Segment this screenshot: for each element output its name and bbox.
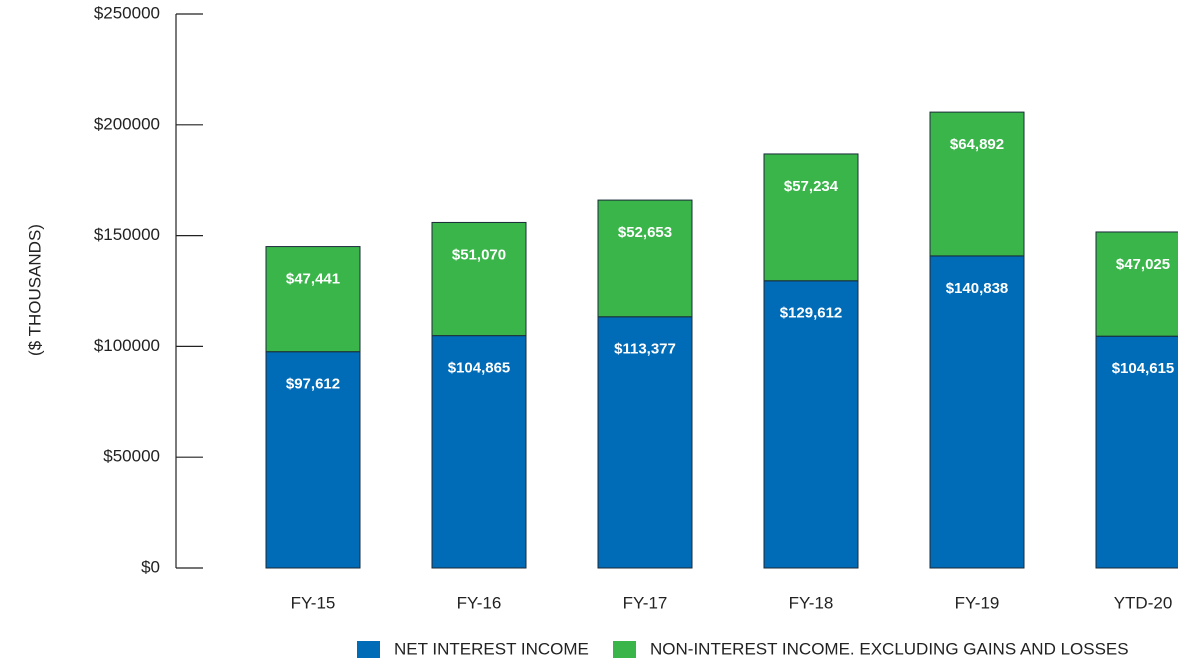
bar-segment — [1095, 335, 1178, 569]
value-label: $51,070 — [452, 246, 506, 263]
y-tick-label: $200000 — [94, 114, 160, 133]
bar-segment — [265, 246, 361, 353]
legend-label: NON-INTEREST INCOME. EXCLUDING GAINS AND… — [650, 639, 1129, 658]
x-tick-label: FY-15 — [291, 593, 336, 612]
value-label: $47,025 — [1116, 256, 1170, 273]
value-label: $113,377 — [614, 341, 676, 358]
legend-label: NET INTEREST INCOME — [394, 639, 589, 658]
bar-segment — [431, 335, 527, 569]
y-tick-label: $150000 — [94, 225, 160, 244]
x-tick-label: FY-19 — [955, 593, 1000, 612]
legend-swatch — [613, 641, 636, 658]
bar-segment — [929, 255, 1025, 569]
bar-segment — [1095, 231, 1178, 337]
bar-segment — [597, 199, 693, 318]
bar-segment — [929, 111, 1025, 257]
x-tick-label: FY-16 — [457, 593, 502, 612]
bar-segment — [763, 153, 859, 282]
value-label: $129,612 — [780, 305, 843, 322]
value-label: $52,653 — [618, 224, 672, 241]
value-label: $104,865 — [448, 360, 511, 377]
bar-segment — [431, 221, 527, 337]
value-label: $97,612 — [286, 376, 340, 393]
legend-swatch — [357, 641, 380, 658]
x-tick-label: FY-17 — [623, 593, 668, 612]
value-label: $64,892 — [950, 136, 1004, 153]
x-tick-label: FY-18 — [789, 593, 834, 612]
bar-segment — [597, 316, 693, 569]
y-tick-label: $0 — [141, 557, 160, 576]
y-tick-label: $250000 — [94, 3, 160, 22]
bar-segment — [265, 351, 361, 569]
y-tick-label: $100000 — [94, 336, 160, 355]
value-label: $140,838 — [946, 280, 1009, 297]
bar-segment — [763, 280, 859, 569]
y-axis-label: ($ THOUSANDS) — [25, 224, 44, 356]
value-label: $47,441 — [286, 271, 340, 288]
y-tick-label: $50000 — [103, 447, 160, 466]
value-label: $57,234 — [784, 178, 839, 195]
value-label: $104,615 — [1112, 360, 1175, 377]
x-tick-label: YTD-20 — [1114, 593, 1173, 612]
